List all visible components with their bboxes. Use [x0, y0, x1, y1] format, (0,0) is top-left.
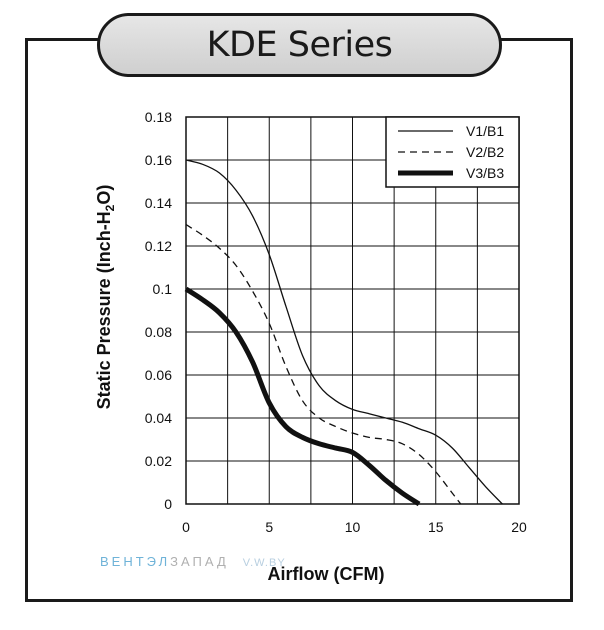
y-tick-label: 0	[164, 496, 172, 512]
legend-label: V2/B2	[466, 144, 504, 160]
y-tick-label: 0.02	[145, 453, 172, 469]
y-tick-label: 0.12	[145, 238, 172, 254]
y-tick-label: 0.08	[145, 324, 172, 340]
series-line-v2-b2	[185, 223, 462, 505]
series-line-v3-b3	[184, 286, 421, 507]
legend-label: V1/B1	[466, 123, 504, 139]
y-tick-label: 0.14	[145, 195, 172, 211]
x-tick-label: 15	[428, 519, 444, 535]
watermark-part1: ВЕНТЭЛ	[100, 554, 171, 569]
y-tick-label: 0.16	[145, 152, 172, 168]
series-line-v1-b1	[185, 159, 503, 505]
y-axis-label: Static Pressure (Inch-H2O)	[94, 185, 117, 410]
page-title: KDE Series	[206, 25, 393, 65]
y-tick-label: 0.18	[145, 109, 172, 125]
watermark-part2: ЗАПАД	[170, 554, 229, 569]
series-banner: KDE Series	[97, 13, 502, 77]
y-tick-label: 0.06	[145, 367, 172, 383]
legend-label: V3/B3	[466, 165, 504, 181]
y-tick-label: 0.1	[153, 281, 173, 297]
x-tick-label: 5	[265, 519, 273, 535]
plot-area-border	[185, 116, 520, 505]
x-tick-label: 10	[345, 519, 361, 535]
y-tick-label: 0.04	[145, 410, 172, 426]
watermark: ВЕНТЭЛЗАПАД V.W.BY	[100, 554, 286, 569]
x-axis-label: Airflow (CFM)	[268, 564, 385, 584]
x-tick-label: 20	[511, 519, 527, 535]
watermark-part3: V.W.BY	[242, 557, 286, 569]
x-tick-label: 0	[182, 519, 190, 535]
